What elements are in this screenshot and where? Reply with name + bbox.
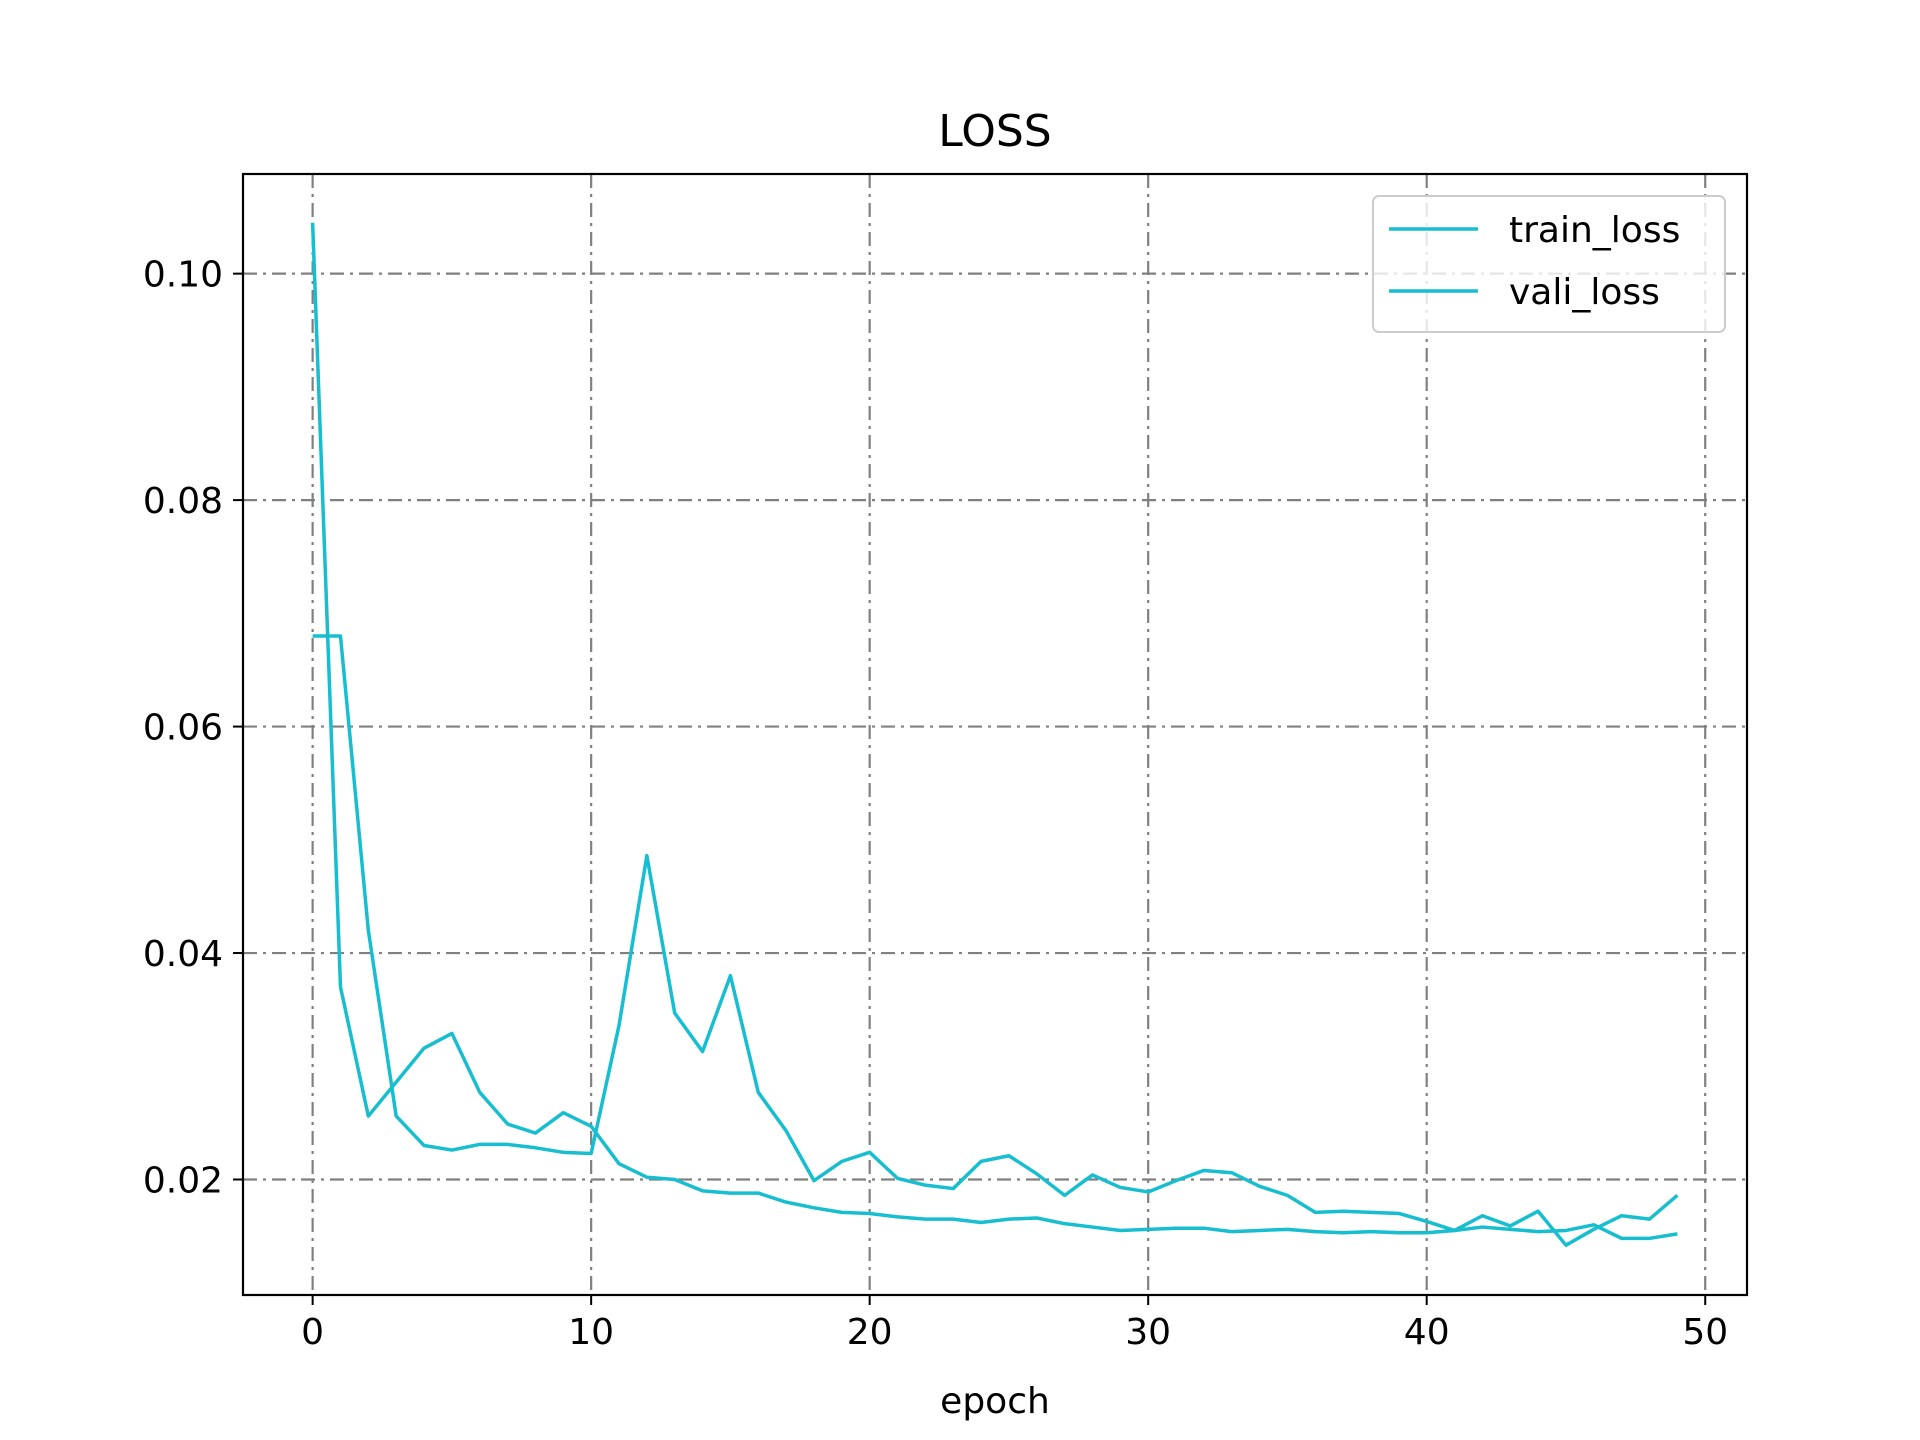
x-axis-label: epoch <box>940 1381 1050 1422</box>
y-tick-label: 0.06 <box>143 708 223 749</box>
series-line-train-loss <box>310 222 1678 1241</box>
y-tick-label: 0.04 <box>143 934 223 975</box>
plot-frame <box>241 172 1749 1297</box>
axis-ticks: 0 10 20 30 40 50 0.02 0.04 0.06 0.08 0.10 <box>143 255 1728 1353</box>
x-tick-label: 20 <box>847 1312 893 1353</box>
legend-label-train-loss: train_loss <box>1509 210 1680 251</box>
x-tick-label: 0 <box>301 1312 324 1353</box>
x-tick-label: 50 <box>1682 1312 1728 1353</box>
x-tick-label: 40 <box>1404 1312 1450 1353</box>
grid <box>243 174 1747 1295</box>
series-lines <box>310 222 1679 1247</box>
x-tick-label: 30 <box>1125 1312 1171 1353</box>
legend: train_loss vali_loss <box>1372 195 1726 333</box>
y-tick-label: 0.02 <box>143 1161 223 1202</box>
x-tick-label: 10 <box>568 1312 614 1353</box>
y-tick-label: 0.10 <box>143 255 223 296</box>
chart-title: LOSS <box>938 106 1051 157</box>
legend-label-vali-loss: vali_loss <box>1509 272 1660 313</box>
y-tick-label: 0.08 <box>143 481 223 522</box>
series-line-vali-loss <box>312 634 1679 1247</box>
